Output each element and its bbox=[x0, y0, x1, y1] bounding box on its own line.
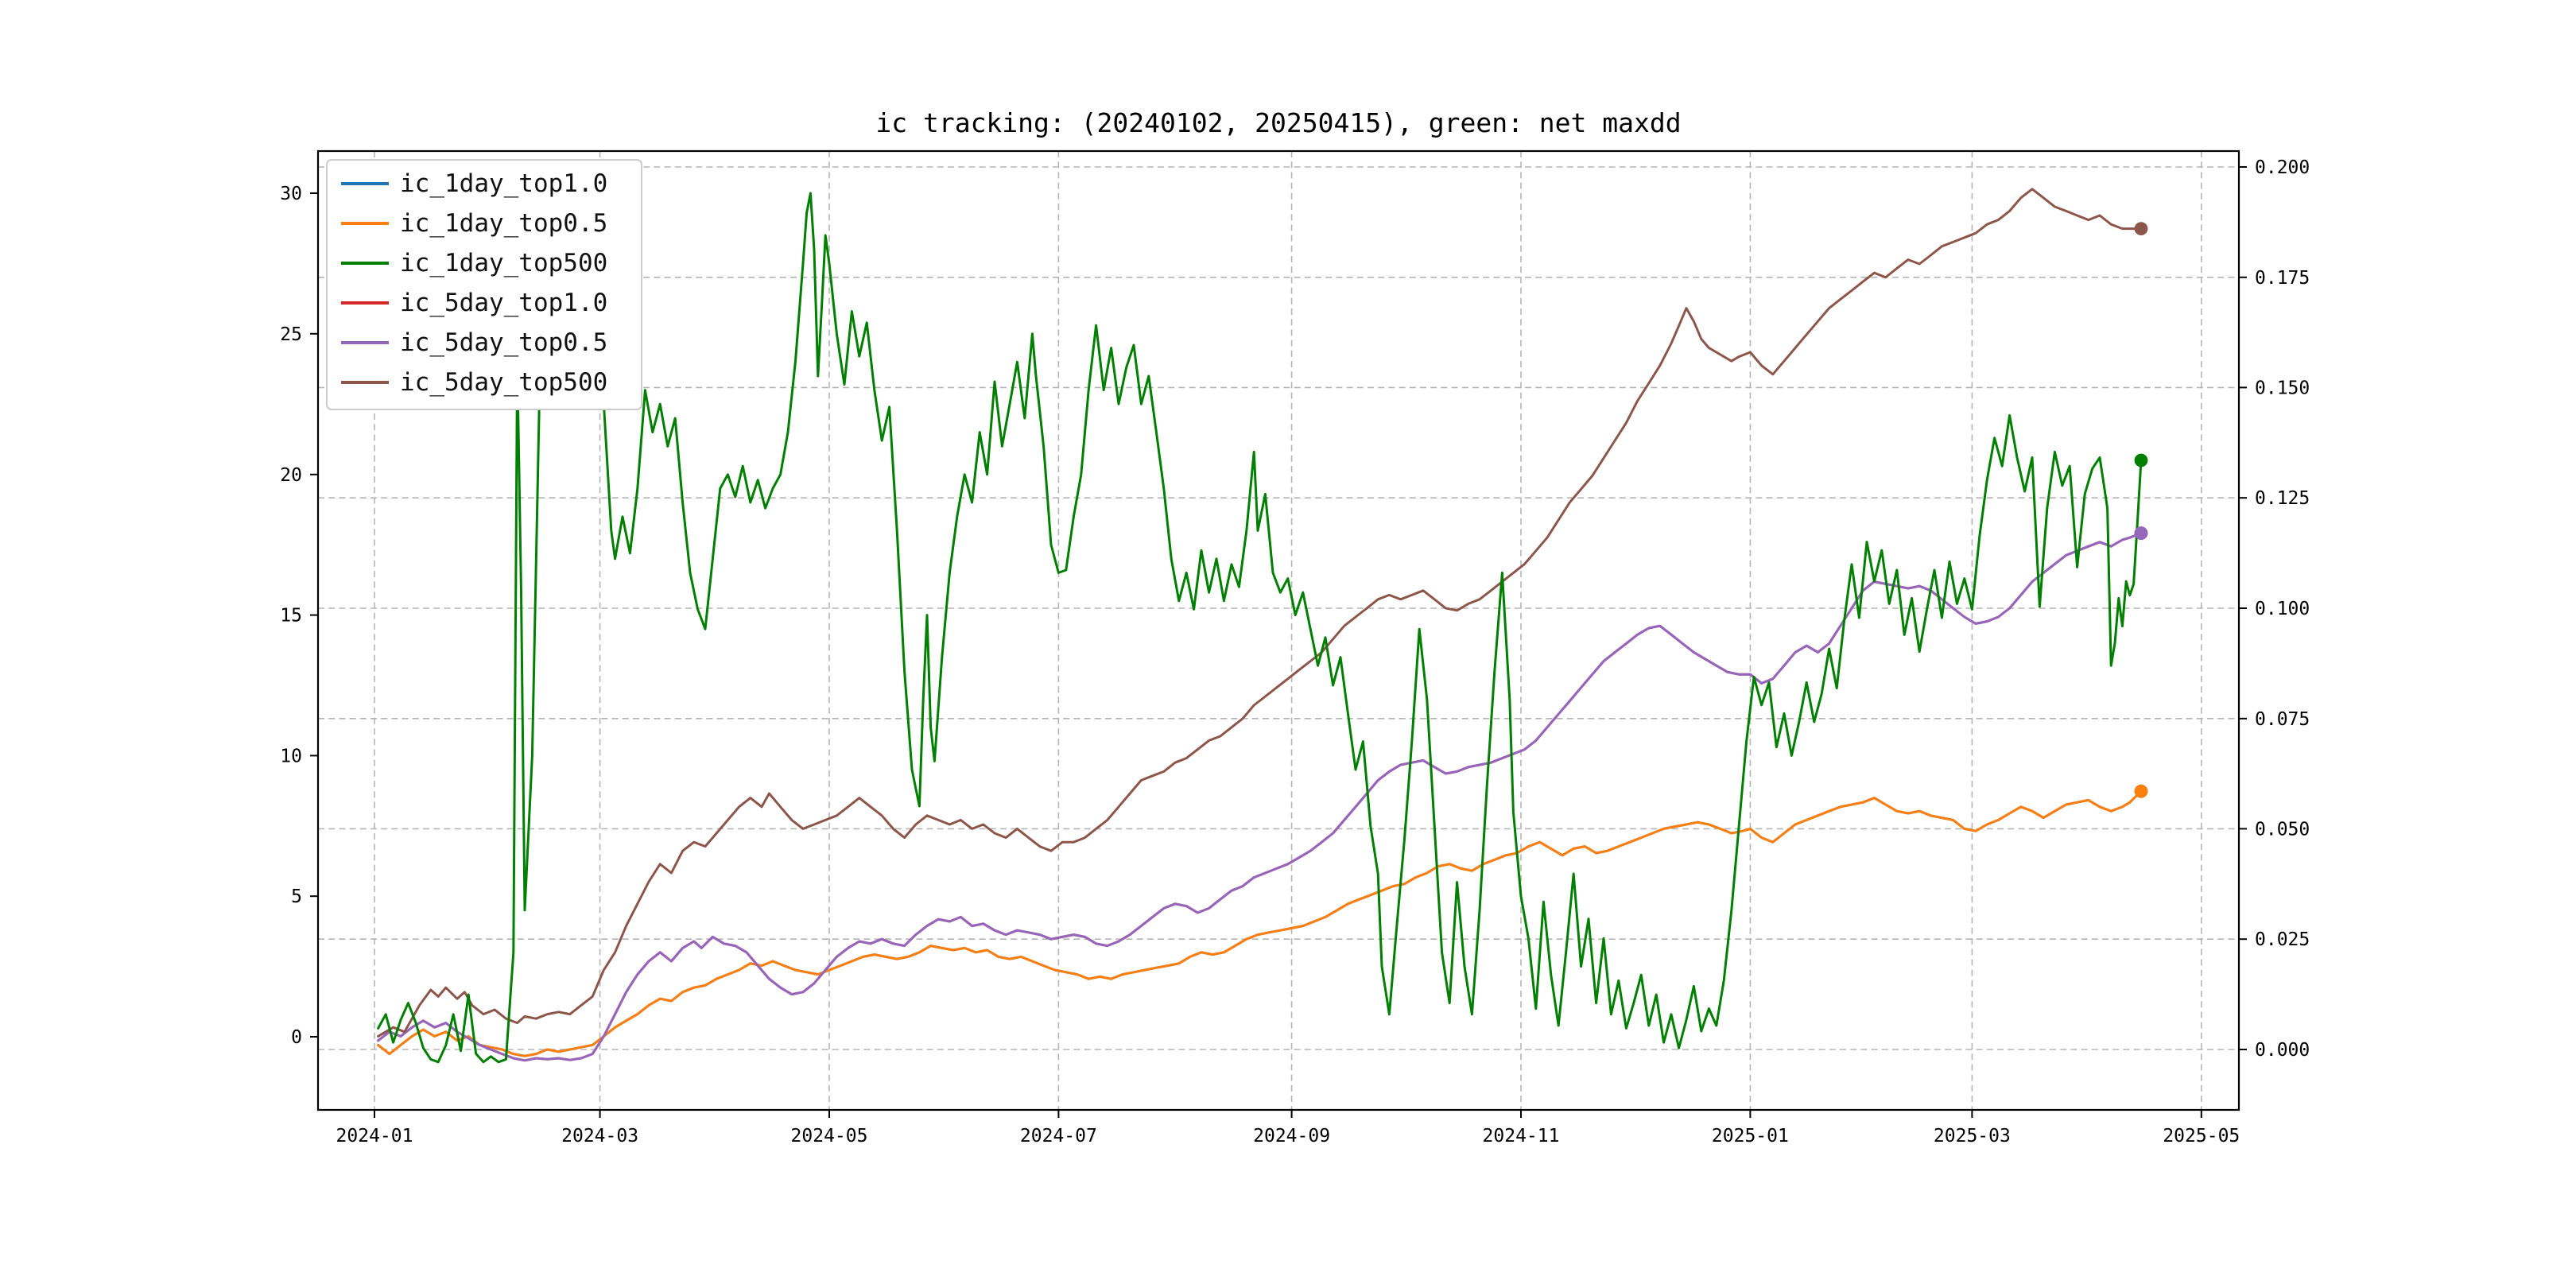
end-marker-ic_1day_top0.5 bbox=[2134, 784, 2148, 798]
plot-border bbox=[316, 149, 2240, 1111]
end-marker-ic_5day_top0.5 bbox=[2134, 526, 2148, 540]
right-y-tick-label-0.050: 0.050 bbox=[2255, 819, 2310, 840]
series-line-ic_1day_top500 bbox=[377, 192, 2143, 1064]
series-line-ic_1day_top1.0 bbox=[377, 789, 2143, 1057]
legend-label-ic_1day_top0.5: ic_1day_top0.5 bbox=[400, 209, 607, 238]
end-marker-ic_1day_top500 bbox=[2134, 453, 2148, 467]
right-y-tick-label-0.150: 0.150 bbox=[2255, 378, 2310, 398]
grid-layer bbox=[318, 151, 2239, 1110]
x-tick-label-2025-01: 2025-01 bbox=[1712, 1126, 1789, 1146]
legend-box bbox=[326, 159, 642, 410]
legend-label-ic_5day_top1.0: ic_5day_top1.0 bbox=[400, 289, 607, 317]
x-tick-label-2024-05: 2024-05 bbox=[791, 1126, 868, 1146]
x-tick-label-2025-05: 2025-05 bbox=[2163, 1126, 2240, 1146]
left-y-tick-label-25: 25 bbox=[280, 324, 302, 345]
x-tick-label-2024-07: 2024-07 bbox=[1020, 1126, 1097, 1146]
end-marker-ic_5day_top500 bbox=[2134, 222, 2148, 235]
left-y-tick-label-30: 30 bbox=[280, 184, 302, 204]
right-y-tick-label-0.075: 0.075 bbox=[2255, 709, 2310, 730]
series-line-ic_1day_top0.5 bbox=[377, 789, 2143, 1057]
right-y-tick-label-0.100: 0.100 bbox=[2255, 599, 2310, 619]
right-y-tick-label-0.025: 0.025 bbox=[2255, 929, 2310, 950]
right-y-tick-label-0.175: 0.175 bbox=[2255, 268, 2310, 289]
left-y-tick-label-5: 5 bbox=[291, 886, 302, 907]
legend: ic_1day_top1.0 ic_1day_top0.5 ic_1day_top5… bbox=[326, 159, 642, 410]
left-y-tick-label-10: 10 bbox=[280, 746, 302, 766]
axes-layer: 2024-01 2024-03 2024-05 2024-07 2024-09 2024-… bbox=[280, 149, 2310, 1146]
series-line-ic_5day_top0.5 bbox=[377, 532, 2143, 1062]
left-y-tick-label-15: 15 bbox=[280, 606, 302, 627]
left-y-tick-label-20: 20 bbox=[280, 465, 302, 486]
legend-label-ic_5day_top0.5: ic_5day_top0.5 bbox=[400, 328, 607, 357]
x-tick-label-2024-09: 2024-09 bbox=[1253, 1126, 1330, 1146]
series-line-ic_5day_top500 bbox=[377, 188, 2143, 1038]
legend-label-ic_1day_top1.0: ic_1day_top1.0 bbox=[400, 169, 607, 198]
x-tick-label-2024-03: 2024-03 bbox=[561, 1126, 638, 1146]
left-y-tick-label-0: 0 bbox=[291, 1027, 302, 1048]
chart-title: ic tracking: (20240102, 20250415), green… bbox=[875, 107, 1681, 138]
legend-label-ic_5day_top500: ic_5day_top500 bbox=[400, 368, 607, 397]
x-tick-label-2024-11: 2024-11 bbox=[1483, 1126, 1560, 1146]
right-y-tick-label-0.000: 0.000 bbox=[2255, 1040, 2310, 1061]
x-tick-label-2024-01: 2024-01 bbox=[336, 1126, 413, 1146]
series-line-ic_5day_top1.0 bbox=[377, 532, 2143, 1062]
legend-label-ic_1day_top500: ic_1day_top500 bbox=[400, 249, 607, 277]
right-y-tick-label-0.200: 0.200 bbox=[2255, 157, 2310, 178]
x-tick-label-2025-03: 2025-03 bbox=[1934, 1126, 2011, 1146]
series-layer bbox=[377, 188, 2148, 1064]
right-y-tick-label-0.125: 0.125 bbox=[2255, 488, 2310, 509]
